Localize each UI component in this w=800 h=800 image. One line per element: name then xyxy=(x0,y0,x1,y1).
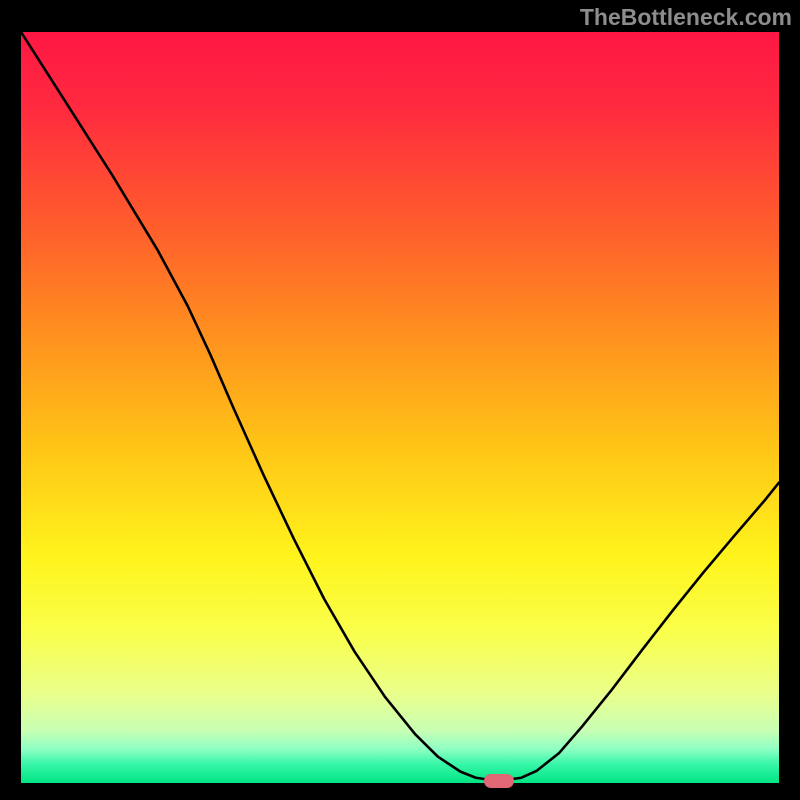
optimum-marker xyxy=(484,774,514,788)
plot-area xyxy=(21,32,779,783)
chart-container: TheBottleneck.com xyxy=(0,0,800,800)
gradient-background xyxy=(21,32,779,783)
watermark-text: TheBottleneck.com xyxy=(580,4,792,31)
